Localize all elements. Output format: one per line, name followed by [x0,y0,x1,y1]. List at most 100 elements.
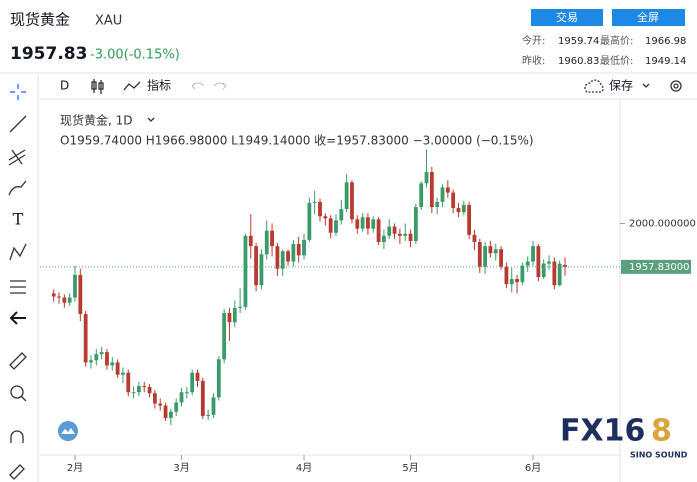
watermark-accent: 8 [651,414,672,449]
candle-body [57,296,61,298]
candle-body [355,219,360,229]
stat-value: 1960.83 [558,56,599,67]
save-button[interactable]: 保存 [609,79,633,93]
pattern-tool[interactable] [9,243,27,261]
text-tool[interactable]: T [13,210,24,229]
ruler-tool[interactable] [9,352,27,370]
candle-body [312,201,317,203]
candle-body [429,172,434,208]
candle-body [360,217,365,229]
candle-body [163,405,168,418]
zoom-handle [20,395,27,402]
candle-body [270,230,274,247]
candle-body [515,279,519,283]
candle-body [174,402,179,412]
candle-body [467,204,472,235]
candle-body [499,249,503,267]
candle-body [211,397,216,415]
candle-body [552,261,557,286]
trade-button-label[interactable]: 交易 [556,10,578,24]
candle-body [376,219,381,242]
redo-button[interactable] [213,82,227,90]
candle-body [168,411,173,418]
candle-body [254,246,258,286]
candle-body [541,263,546,277]
cloud-icon[interactable] [584,79,604,93]
candle-body [472,234,477,242]
candle-body [110,362,115,366]
last-price-tag [621,259,691,274]
lock-tool[interactable] [9,464,25,480]
instrument-name: 现货黄金 [10,11,70,29]
candle-body [440,187,445,202]
magnet-tool[interactable] [10,430,24,443]
candle-body [397,233,402,236]
chart-type-button[interactable] [91,79,104,94]
candle-body [339,209,344,221]
plot-area [40,149,625,460]
candle-body [344,182,349,210]
candle-body [419,183,424,208]
indicators-button[interactable]: 指标 [147,78,171,93]
candle-body [105,352,109,366]
candle-body [435,201,440,208]
candle-body [195,372,200,381]
candle-body [147,387,152,394]
stat-label: 最低价: [600,54,633,67]
settings-button[interactable] [670,80,682,92]
candle-body [190,372,195,393]
last-price-label: 1957.83000 [629,262,689,273]
indicators-icon[interactable] [123,81,141,91]
crosshair-tool[interactable] [10,84,26,100]
candle-body [222,313,227,360]
candle-body [142,386,147,388]
interval-button[interactable]: D [60,79,69,93]
candle-body [366,217,370,229]
candle-body [158,403,163,406]
candle-body [137,386,141,393]
candle-body [200,380,205,416]
candle-body [504,266,509,285]
candle-body [121,372,125,375]
zoom-tool[interactable] [10,385,24,399]
fib-tool[interactable] [8,149,26,166]
fullscreen-button-label[interactable]: 全屏 [637,10,659,24]
candle-body [461,204,466,213]
candle-body [131,392,136,394]
stat-label: 昨收: [522,54,545,67]
candle-body [563,264,567,267]
candle-body [62,297,67,303]
candle-body [99,352,104,355]
candle-body [328,218,333,233]
fullscreen-button[interactable] [612,9,685,26]
candle-body [184,392,189,394]
candle-body [547,261,551,264]
candle-body [413,207,418,241]
candle-body [227,313,232,323]
candle-body [243,235,248,307]
ohlc-legend: O1959.74000 H1966.98000 L1949.14000 收=19… [60,134,534,148]
undo-button[interactable] [191,82,205,90]
candle-body [382,235,386,242]
candle-body [206,414,211,416]
trade-button[interactable] [531,9,603,26]
save-menu[interactable] [642,83,650,88]
candle-body [232,307,237,323]
candle-body [531,246,535,262]
trendline-tool[interactable] [9,115,27,133]
candle-body [115,362,120,375]
candle-body [424,172,429,184]
watermark-sub: SINO SOUND [630,451,688,460]
stat-value: 1949.14 [645,56,686,67]
logo-badge [58,421,78,441]
brush-tool[interactable] [8,180,27,196]
candle-body [94,354,99,361]
stat-value: 1959.74 [558,36,599,47]
candle-body [286,251,290,262]
title-menu[interactable] [147,117,155,122]
measure-tool[interactable] [10,280,26,294]
candle-body [296,244,301,256]
candle-body [259,254,264,286]
candle-body [451,192,456,209]
back-tool[interactable] [9,311,26,325]
